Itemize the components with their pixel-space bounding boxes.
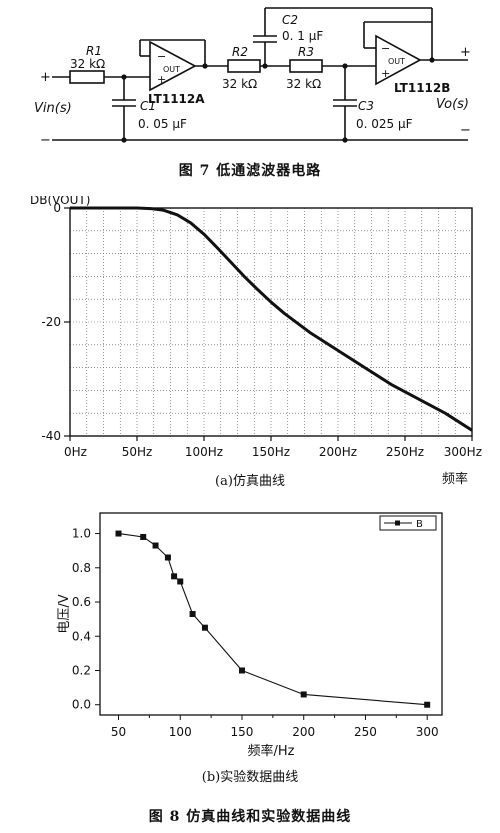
r2-value: 32 kΩ <box>222 77 257 91</box>
vo-label: Vo(s) <box>436 97 469 112</box>
opamp-a-minus: − <box>157 50 166 63</box>
output-plus: + <box>460 45 471 60</box>
y-tick-label: 1.0 <box>72 527 91 541</box>
y-tick-label: 0.8 <box>72 561 91 575</box>
experimental-chart: 0.0 0.2 0.4 0.6 0.8 1.0 50 100 150 200 250 300 频率/Hz… <box>57 512 443 759</box>
opamp-a-out: OUT <box>163 65 180 74</box>
input-plus: + <box>40 70 51 85</box>
x-tick-label: 200Hz <box>319 445 357 459</box>
c1-name: C1 <box>140 99 156 113</box>
data-point-b <box>201 624 208 631</box>
c3-name: C3 <box>358 99 374 113</box>
data-point-b <box>177 578 184 585</box>
y-axis-title: 电压/V <box>57 594 72 633</box>
x-tick-label: 300Hz <box>444 445 482 459</box>
data-point-b <box>171 573 178 580</box>
legend-label: B <box>416 519 423 530</box>
x-tick-label: 250 <box>354 725 377 739</box>
x-tick-label: 300 <box>416 725 439 739</box>
lowpass-circuit-diagram: − + OUT − + OUT R1 32 kΩ R2 32 kΩ R3 32 … <box>34 7 471 148</box>
x-tick-label: 100 <box>169 725 192 739</box>
opamp-b-out: OUT <box>388 57 405 66</box>
y-tick-label: 0.2 <box>72 663 91 677</box>
x-tick-label: 150 <box>231 725 254 739</box>
y-tick-label: -20 <box>41 315 61 329</box>
c2-value: 0. 1 μF <box>282 29 323 43</box>
plot-frame <box>99 512 443 716</box>
c3-value: 0. 025 μF <box>356 117 413 131</box>
y-tick-label: 0 <box>53 201 61 215</box>
r1-name: R1 <box>86 44 102 58</box>
figure-8-caption: 图 8 仿真曲线和实验数据曲线 <box>148 809 352 825</box>
x-tick-label: 50 <box>111 725 126 739</box>
y-tick-label: 0.6 <box>72 595 91 609</box>
x-axis-title: 频率 <box>442 471 468 487</box>
opamp-b-minus: − <box>381 42 390 55</box>
r3-name: R3 <box>298 45 314 59</box>
simulation-caption: (a)仿真曲线 <box>215 474 285 489</box>
opamp-a-plus: + <box>157 73 166 86</box>
vin-label: Vin(s) <box>34 101 72 116</box>
y-axis-title: DB(VOUT) <box>30 196 90 207</box>
x-tick-label: 250Hz <box>386 445 424 459</box>
opamp-a-label: LT1112A <box>148 92 205 106</box>
c1-value: 0. 05 μF <box>138 117 187 131</box>
x-tick-label: 50Hz <box>122 445 153 459</box>
data-point-b <box>424 701 431 708</box>
r1-value: 32 kΩ <box>70 57 105 71</box>
data-point-b <box>115 530 122 537</box>
x-tick-label: 100Hz <box>185 445 223 459</box>
series-line-b <box>118 532 428 706</box>
x-tick-label: 0Hz <box>64 445 87 459</box>
input-minus: − <box>40 133 51 148</box>
y-tick-label: 0.4 <box>72 629 91 643</box>
y-tick-label: -40 <box>41 429 61 443</box>
legend-marker <box>395 520 400 526</box>
y-tick-label: 0.0 <box>72 698 91 712</box>
experimental-caption: (b)实验数据曲线 <box>201 770 299 785</box>
r2-name: R2 <box>232 45 248 59</box>
data-point-b <box>238 667 245 674</box>
series-line-db-vout <box>70 206 473 432</box>
opamp-b-plus: + <box>381 67 390 80</box>
data-point-b <box>300 691 307 698</box>
r3-value: 32 kΩ <box>286 77 321 91</box>
figure-7-caption: 图 7 低通滤波器电路 <box>178 163 322 179</box>
c2-name: C2 <box>282 13 298 27</box>
data-point-b <box>164 554 171 561</box>
output-minus: − <box>460 123 471 138</box>
data-point-b <box>140 533 147 540</box>
x-tick-label: 200 <box>292 725 315 739</box>
data-point-b <box>189 611 196 617</box>
opamp-b-label: LT1112B <box>394 81 450 95</box>
x-axis-title: 频率/Hz <box>248 743 295 759</box>
data-point-b <box>152 542 159 549</box>
x-tick-label: 150Hz <box>252 445 290 459</box>
